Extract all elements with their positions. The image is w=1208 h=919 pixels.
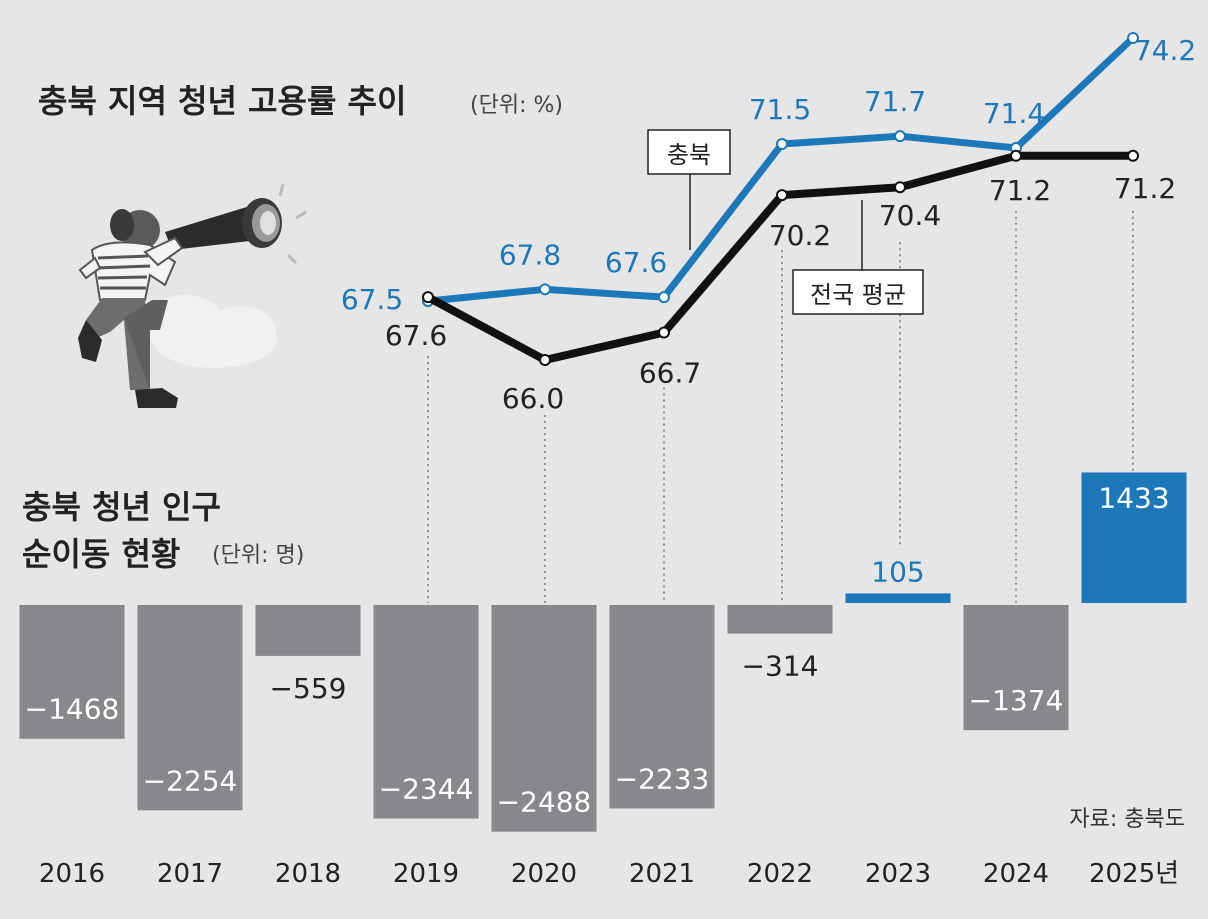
category-label: 2018 bbox=[275, 859, 341, 889]
national-value-label: 71.2 bbox=[989, 174, 1051, 207]
person-with-telescope-icon bbox=[78, 183, 307, 408]
bar-chart-title-line2: 순이동 현황 bbox=[22, 535, 180, 573]
data-point bbox=[1127, 149, 1139, 162]
line-chart-unit: (단위: %) bbox=[470, 93, 563, 118]
line-chart-title: 충북 지역 청년 고용률 추이 bbox=[38, 82, 406, 120]
bar-chart-title-line1: 충북 청년 인구 bbox=[22, 488, 221, 526]
legend-national: 전국 평균 bbox=[810, 281, 906, 309]
category-label: 2023 bbox=[865, 859, 931, 889]
data-point bbox=[776, 138, 788, 151]
national-value-label: 70.4 bbox=[879, 199, 941, 232]
national-value-label: 66.7 bbox=[639, 357, 701, 390]
bar-value-label: 105 bbox=[871, 555, 924, 588]
data-point bbox=[422, 291, 434, 304]
data-point bbox=[1127, 32, 1139, 44]
data-point bbox=[658, 291, 670, 304]
bar-value-label: −2488 bbox=[497, 786, 592, 819]
legend-box-national bbox=[792, 269, 924, 315]
chungbuk-value-label: 74.2 bbox=[1134, 34, 1196, 67]
chungbuk-value-label: 71.5 bbox=[749, 93, 811, 126]
bar-2018 bbox=[255, 605, 361, 656]
data-point bbox=[539, 283, 551, 296]
national-value-label: 71.2 bbox=[1114, 172, 1176, 205]
national-value-label: 70.2 bbox=[769, 219, 831, 252]
bar-value-label: −1468 bbox=[25, 693, 120, 726]
category-label: 2022 bbox=[747, 859, 813, 889]
data-point bbox=[894, 181, 906, 194]
source-note: 자료: 충북도 bbox=[1069, 807, 1185, 832]
data-point bbox=[658, 326, 670, 339]
bar-2022 bbox=[727, 605, 833, 634]
bar-value-label: −314 bbox=[742, 650, 819, 683]
data-point bbox=[1010, 149, 1022, 162]
chungbuk-value-label: 71.7 bbox=[864, 85, 926, 118]
bar-label-bg bbox=[615, 758, 709, 799]
bar-value-label: 1433 bbox=[1098, 481, 1169, 514]
national-value-label: 66.0 bbox=[502, 382, 564, 415]
category-label: 2024 bbox=[983, 859, 1049, 889]
legend-chungbuk: 충북 bbox=[667, 141, 711, 169]
bar-value-label: −559 bbox=[270, 672, 347, 705]
bar-2025년 bbox=[1081, 472, 1187, 603]
data-point bbox=[539, 354, 551, 366]
category-label: 2025년 bbox=[1089, 859, 1179, 889]
data-point bbox=[776, 189, 788, 202]
bar-label-bg bbox=[143, 760, 237, 801]
category-label: 2017 bbox=[157, 859, 223, 889]
bar-label-bg bbox=[497, 781, 591, 822]
data-point bbox=[894, 130, 906, 143]
national-value-label: 67.6 bbox=[385, 319, 447, 352]
chungbuk-value-label: 71.4 bbox=[983, 97, 1045, 130]
legend-box-chungbuk bbox=[647, 129, 731, 175]
category-label: 2016 bbox=[39, 859, 105, 889]
bar-value-label: −2254 bbox=[143, 764, 238, 797]
bar-value-label: −1374 bbox=[969, 684, 1064, 717]
chungbuk-value-label: 67.5 bbox=[341, 283, 403, 316]
bar-value-label: −2233 bbox=[615, 762, 710, 795]
category-label: 2019 bbox=[393, 859, 459, 889]
bar-label-bg bbox=[969, 680, 1063, 721]
chungbuk-value-label: 67.6 bbox=[605, 246, 667, 279]
category-label: 2020 bbox=[511, 859, 577, 889]
bar-2023 bbox=[845, 593, 951, 603]
chungbuk-value-label: 67.8 bbox=[499, 238, 561, 271]
category-label: 2021 bbox=[629, 859, 695, 889]
bar-label-bg bbox=[379, 768, 473, 809]
bar-value-label: −2344 bbox=[379, 773, 474, 806]
bar-chart-unit: (단위: 명) bbox=[212, 543, 304, 568]
bar-label-bg bbox=[25, 688, 119, 729]
